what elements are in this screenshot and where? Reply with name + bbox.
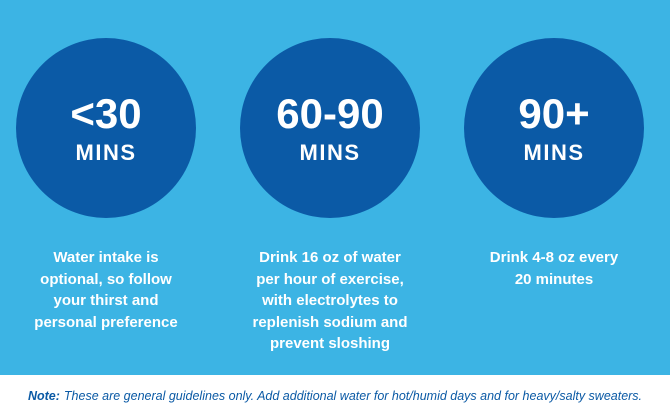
duration-value: 60-90 — [276, 89, 384, 137]
footnote: Note: These are general guidelines only.… — [0, 375, 670, 418]
footnote-text: These are general guidelines only. Add a… — [63, 389, 643, 404]
column-under-30-mins: <30 MINS Water intake is optional, so fo… — [6, 0, 206, 375]
hydration-advice: Drink 16 oz of water per hour of exercis… — [252, 249, 408, 352]
footnote-label: Note: — [27, 389, 60, 404]
duration-unit: MINS — [299, 139, 361, 165]
duration-circle-90-plus: 90+ MINS — [464, 38, 644, 218]
guidelines-section: <30 MINS Water intake is optional, so fo… — [0, 0, 670, 375]
duration-value: <30 — [70, 89, 142, 137]
duration-circle-under-30: <30 MINS — [16, 38, 196, 218]
duration-circle-60-90: 60-90 MINS — [240, 38, 420, 218]
column-90-plus-mins: 90+ MINS Drink 4-8 oz every 20 minutes — [454, 0, 654, 375]
duration-unit: MINS — [523, 139, 585, 165]
duration-unit: MINS — [75, 139, 137, 165]
hydration-advice: Water intake is optional, so follow your… — [34, 249, 178, 331]
hydration-advice: Drink 4-8 oz every 20 minutes — [489, 249, 619, 288]
column-60-90-mins: 60-90 MINS Drink 16 oz of water per hour… — [230, 0, 430, 375]
duration-value: 90+ — [518, 89, 590, 137]
